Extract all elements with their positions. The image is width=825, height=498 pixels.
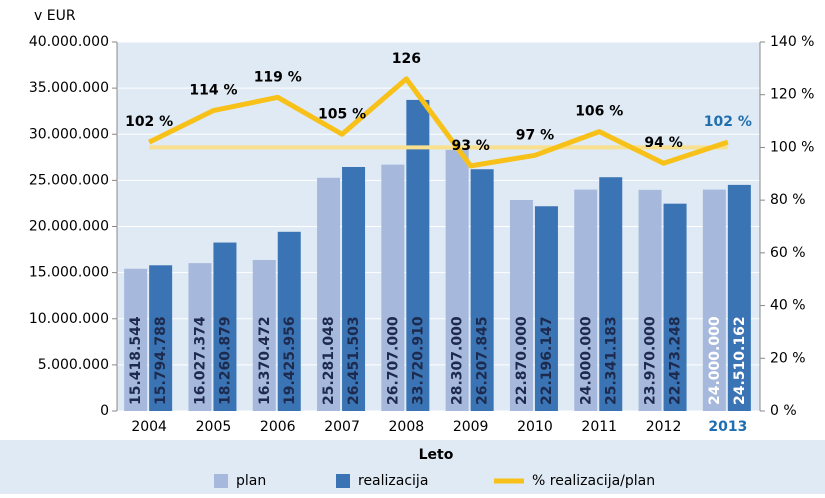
bar (252, 259, 276, 411)
y-tick-label: 20.000.000 (29, 219, 109, 235)
bar-value-label: 25.341.183 (603, 316, 619, 405)
line-value-label: 97 % (516, 127, 554, 143)
y-tick-label: 5.000.000 (38, 357, 109, 373)
y-tick-label: 35.000.000 (29, 80, 109, 96)
line-value-label: 126 (392, 51, 421, 67)
y-tick-label: 10.000.000 (29, 311, 109, 327)
bar (574, 189, 598, 411)
x-tick-label: 2005 (196, 419, 232, 435)
line-value-label: 119 % (254, 69, 302, 85)
y2-tick-label: 80 % (770, 192, 806, 208)
bar-value-label: 19.425.956 (282, 316, 298, 405)
line-value-label: 105 % (318, 106, 366, 122)
bar (470, 169, 494, 411)
bar (509, 200, 533, 411)
x-tick-label: 2013 (708, 419, 747, 435)
bar (149, 265, 173, 411)
bar-value-label: 24.000.000 (578, 316, 594, 405)
line-value-label: 102 % (704, 114, 752, 130)
y-tick-label: 15.000.000 (29, 265, 109, 281)
bar (381, 164, 405, 411)
bar-value-label: 16.370.472 (257, 316, 273, 405)
x-tick-label: 2012 (646, 419, 682, 435)
line-value-label: 114 % (189, 83, 237, 99)
bar (342, 166, 366, 411)
legend-label: realizacija (358, 473, 428, 489)
bar-value-label: 33.720.910 (410, 316, 426, 405)
legend-swatch (336, 474, 350, 488)
y2-tick-label: 120 % (770, 87, 814, 103)
x-tick-label: 2004 (131, 419, 167, 435)
bar-value-label: 24.510.162 (732, 316, 748, 405)
bar (188, 263, 212, 411)
y-axis-label: v EUR (34, 8, 76, 24)
bar (213, 242, 237, 411)
bar (277, 231, 301, 411)
x-tick-label: 2008 (389, 419, 425, 435)
legend-label: % realizacija/plan (532, 473, 655, 489)
bar-value-label: 28.307.000 (450, 316, 466, 405)
bar (534, 206, 558, 411)
y2-tick-label: 140 % (770, 34, 814, 50)
y2-tick-label: 20 % (770, 350, 806, 366)
legend-label: plan (236, 473, 266, 489)
y-tick-label: 40.000.000 (29, 34, 109, 50)
bar (663, 203, 687, 411)
x-tick-label: 2006 (260, 419, 296, 435)
bar-value-label: 22.196.147 (539, 316, 555, 405)
bar-value-label: 26.707.000 (385, 316, 401, 405)
bar-value-label: 26.207.845 (475, 316, 491, 405)
y-tick-label: 25.000.000 (29, 172, 109, 188)
line-value-label: 102 % (125, 114, 173, 130)
x-axis-label: Leto (419, 447, 454, 463)
bar-value-label: 22.473.248 (668, 316, 684, 405)
y2-tick-label: 60 % (770, 245, 806, 261)
bar-value-label: 24.000.000 (707, 316, 723, 405)
bar-value-label: 26.451.503 (346, 316, 362, 405)
legend-band (0, 440, 825, 494)
bar (124, 268, 148, 411)
bar (638, 189, 662, 411)
y-tick-label: 0 (100, 403, 109, 419)
bar (317, 177, 341, 411)
line-value-label: 106 % (575, 104, 623, 120)
x-tick-label: 2010 (517, 419, 553, 435)
bar (727, 184, 751, 411)
line-value-label: 94 % (644, 135, 682, 151)
bar (702, 189, 726, 411)
x-tick-label: 2011 (581, 419, 617, 435)
x-tick-label: 2007 (324, 419, 360, 435)
legend-swatch (214, 474, 228, 488)
bar (445, 149, 469, 411)
bar (599, 177, 623, 411)
y2-tick-label: 0 % (770, 403, 797, 419)
bar-value-label: 15.794.788 (153, 316, 169, 405)
bar-value-label: 16.027.374 (192, 316, 208, 405)
y2-tick-label: 40 % (770, 298, 806, 314)
line-value-label: 93 % (451, 138, 489, 154)
x-tick-label: 2009 (453, 419, 489, 435)
y2-tick-label: 100 % (770, 139, 814, 155)
bar (406, 99, 430, 411)
bar-value-label: 22.870.000 (514, 316, 530, 405)
y-tick-label: 30.000.000 (29, 126, 109, 142)
bar-value-label: 25.281.048 (321, 316, 337, 405)
bar-value-label: 15.418.544 (128, 316, 144, 405)
bar-value-label: 18.260.879 (217, 316, 233, 405)
bar-value-label: 23.970.000 (643, 316, 659, 405)
line (148, 76, 729, 169)
